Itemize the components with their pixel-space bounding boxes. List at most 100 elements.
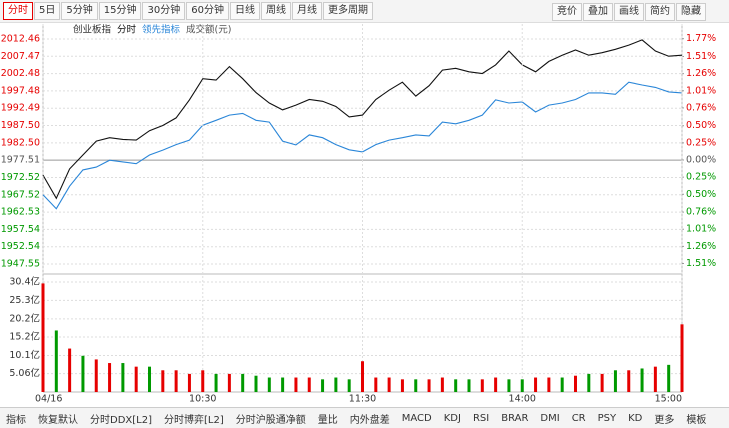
period-button[interactable]: 月线 — [291, 2, 322, 20]
period-button[interactable]: 60分钟 — [186, 2, 229, 20]
volume-bar — [494, 377, 498, 392]
y2-tick-label: 1.26% — [686, 241, 716, 252]
volume-bar — [400, 379, 404, 392]
y-tick-label: 20.2亿 — [9, 312, 40, 324]
price-line — [42, 81, 683, 210]
tool-button[interactable]: 叠加 — [583, 3, 613, 21]
y-tick-label: 1947.55 — [1, 258, 40, 269]
y2-tick-label: 0.25% — [686, 137, 716, 148]
y-tick-label: 15.2亿 — [9, 330, 40, 342]
indicator-tabs: 指标 恢复默认 分时DDX[L2] 分时博弈[L2] 分时沪股通净额 量比 内外盘差 MACD… — [0, 407, 729, 428]
volume-bar — [547, 377, 551, 392]
indicator-tab[interactable]: CR — [571, 413, 586, 424]
y2-tick-label: 1.51% — [686, 258, 716, 269]
indicator-tab[interactable]: 分时沪股通净额 — [235, 415, 306, 426]
volume-bar — [427, 379, 431, 392]
volume-bar — [334, 377, 338, 392]
volume-bar — [254, 375, 258, 392]
volume-bar — [174, 370, 178, 392]
indicator-tab[interactable]: BRAR — [501, 413, 529, 424]
legend-label: 成交额(元) — [186, 24, 231, 36]
volume-bar — [108, 363, 112, 392]
volume-bar — [600, 373, 604, 392]
volume-bar — [387, 377, 391, 392]
y2-tick-label: 1.26% — [686, 68, 716, 79]
volume-bar — [480, 379, 484, 392]
y-tick-label: 1977.51 — [1, 155, 40, 166]
volume-bar — [680, 324, 684, 392]
period-button[interactable]: 5分钟 — [61, 2, 98, 20]
period-button[interactable]: 周线 — [260, 2, 291, 20]
volume-bar — [347, 379, 351, 392]
y2-tick-label: 0.76% — [686, 102, 716, 113]
tool-button[interactable]: 竞价 — [552, 3, 582, 21]
indicator-tab[interactable]: 指标 — [6, 415, 26, 426]
volume-bar — [640, 368, 644, 392]
y-tick-label: 1987.50 — [1, 120, 40, 131]
period-button[interactable]: 更多周期 — [322, 2, 373, 20]
tool-button[interactable]: 简约 — [645, 3, 675, 21]
volume-bar — [414, 379, 418, 392]
period-button[interactable]: 分时 — [3, 2, 33, 20]
volume-bar — [613, 370, 617, 392]
volume-bar — [187, 373, 191, 392]
chart: 2012.46 2007.47 2002.48 1997.48 1992.49 1987.… — [1, 24, 716, 406]
y2-tick-label: 0.25% — [686, 172, 716, 183]
period-button[interactable]: 5日 — [34, 2, 61, 20]
volume-bar — [374, 377, 378, 392]
indicator-tab[interactable]: 分时博弈[L2] — [164, 415, 224, 426]
indicator-tab[interactable]: MACD — [401, 413, 432, 424]
volume-bar — [294, 377, 298, 392]
volume-bar — [41, 283, 45, 392]
y-tick-label: 1997.48 — [1, 85, 40, 96]
y-tick-label: 1952.54 — [1, 241, 40, 252]
x-tick-label: 10:30 — [189, 394, 216, 405]
indicator-tab[interactable]: PSY — [597, 413, 617, 424]
y-tick-label: 1962.53 — [1, 207, 40, 218]
volume-bar — [281, 377, 285, 392]
indicator-tab[interactable]: KD — [628, 413, 643, 424]
indicator-tab[interactable]: 内外盘差 — [349, 415, 390, 426]
toolbar: 分时 5日 5分钟 15分钟 30分钟 60分钟 日线 周线 月线 更多周期 竞价 叠加 画线 简约 隐藏 — [0, 0, 729, 23]
legend-label: 分时 — [117, 24, 137, 36]
volume-bar — [507, 379, 511, 392]
y-tick-label: 2002.48 — [1, 68, 40, 79]
tool-button[interactable]: 隐藏 — [676, 3, 706, 21]
x-tick-label: 14:00 — [509, 394, 536, 405]
indicator-tab[interactable]: 量比 — [317, 415, 338, 426]
volume-bar — [667, 364, 671, 392]
volume-bar — [534, 377, 538, 392]
volume-bar — [361, 361, 364, 392]
y2-tick-label: 1.51% — [686, 51, 716, 62]
period-button[interactable]: 15分钟 — [98, 2, 142, 20]
indicator-tab[interactable]: DMI — [540, 413, 560, 424]
volume-bar — [148, 366, 151, 392]
volume-bar — [121, 363, 125, 392]
indicator-tab[interactable]: 更多 — [654, 415, 675, 426]
y-tick-label: 5.06亿 — [9, 367, 40, 379]
y-tick-label: 2007.47 — [1, 51, 40, 62]
indicator-tab[interactable]: 恢复默认 — [38, 415, 78, 426]
y2-tick-label: 1.01% — [686, 224, 716, 235]
volume-bar — [81, 355, 85, 392]
y-tick-label: 1967.52 — [1, 189, 40, 200]
volume-bar — [54, 330, 58, 392]
volume-bar — [574, 375, 577, 392]
tool-button[interactable]: 画线 — [614, 3, 644, 21]
volume-bar — [587, 373, 591, 392]
y-tick-label: 1992.49 — [1, 103, 40, 114]
volume-bar — [227, 373, 231, 392]
volume-bar — [520, 379, 524, 392]
indicator-tab[interactable]: RSI — [472, 413, 490, 424]
y2-tick-label: 0.76% — [686, 207, 716, 218]
volume-bar — [68, 348, 72, 392]
y2-tick-label: 1.01% — [686, 85, 716, 96]
y-tick-label: 25.3亿 — [9, 294, 40, 306]
indicator-tab[interactable]: 分时DDX[L2] — [90, 415, 152, 426]
indicator-tab[interactable]: 模板 — [686, 415, 707, 426]
period-button[interactable]: 30分钟 — [142, 2, 186, 20]
volume-bar — [241, 373, 245, 392]
tool-buttons: 竞价 叠加 画线 简约 隐藏 — [552, 3, 707, 21]
period-button[interactable]: 日线 — [229, 2, 260, 20]
indicator-tab[interactable]: KDJ — [443, 413, 461, 424]
